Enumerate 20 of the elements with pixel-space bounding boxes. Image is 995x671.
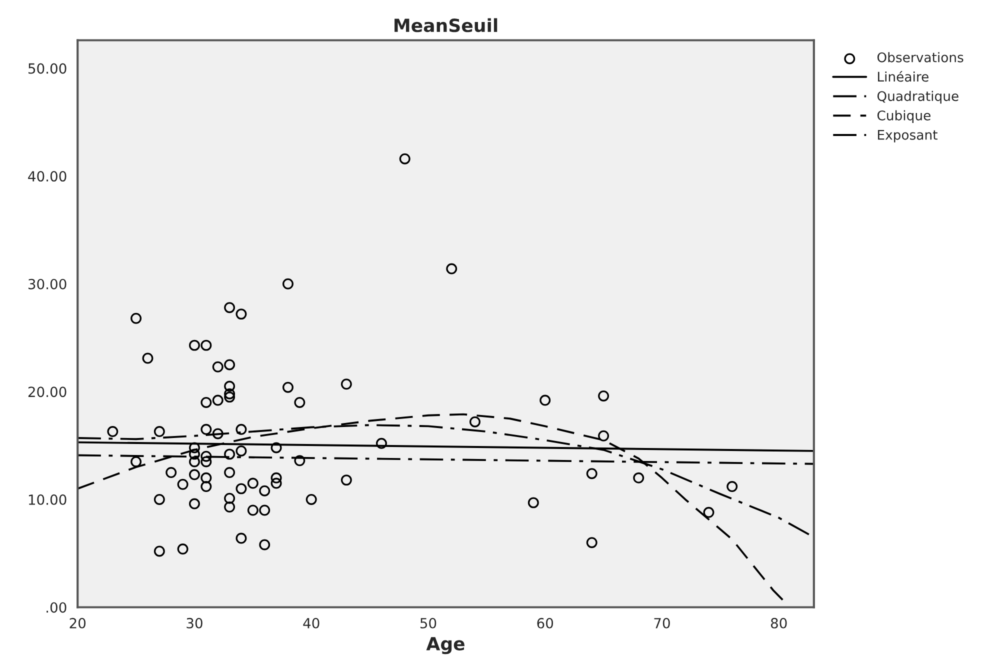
x-tick-label: 50: [420, 618, 436, 628]
legend-label: Quadratique: [877, 90, 958, 104]
legend-label: Linéaire: [878, 70, 928, 82]
y-tick-label: 30.00: [28, 278, 66, 290]
x-tick-label: 30: [186, 618, 202, 628]
y-tick-label: 10.00: [28, 494, 66, 505]
chart-title: MeanSeuil: [394, 18, 498, 32]
legend-label: Cubique: [877, 110, 930, 124]
legend-label: Exposant: [878, 130, 938, 142]
x-tick-label: 20: [70, 618, 86, 628]
x-tick-label: 40: [303, 618, 320, 628]
y-tick-label: 40.00: [28, 171, 66, 182]
x-axis-title: Age: [426, 637, 464, 654]
x-tick-label: 80: [770, 618, 787, 628]
x-tick-label: 70: [654, 618, 670, 628]
x-tick-label: 60: [537, 618, 554, 628]
y-tick-label: 20.00: [28, 386, 66, 398]
y-tick-label: 50.00: [28, 63, 66, 74]
y-tick-label: .00: [46, 602, 66, 613]
legend-label: Observations: [877, 52, 964, 62]
